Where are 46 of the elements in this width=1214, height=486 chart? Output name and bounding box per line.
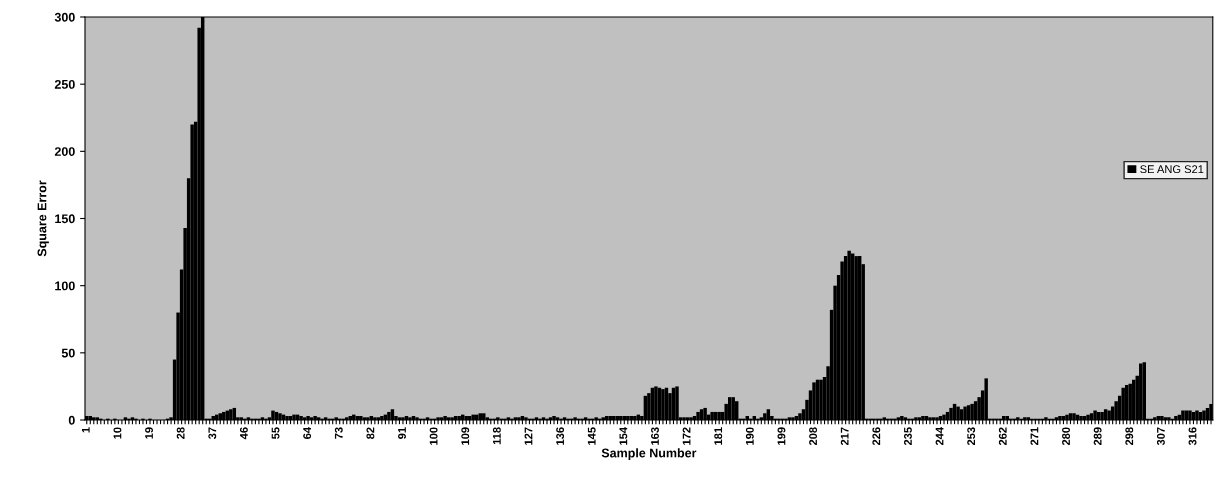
y-tick-label: 300 xyxy=(54,12,75,22)
x-tick-label: 37 xyxy=(208,427,217,440)
x-tick-label: 181 xyxy=(714,427,723,445)
x-tick-label: 64 xyxy=(303,427,312,439)
x-tick-label: 118 xyxy=(492,427,501,445)
x-axis-title: Sample Number xyxy=(601,448,697,460)
legend-label: SE ANG S21 xyxy=(1140,165,1204,174)
y-tick-label: 50 xyxy=(61,348,75,358)
x-tick-label: 28 xyxy=(176,427,185,439)
y-tick-label: 200 xyxy=(54,147,75,156)
x-tick-label: 10 xyxy=(113,427,122,439)
x-tick-label: 208 xyxy=(809,427,817,446)
x-tick-label: 316 xyxy=(1188,427,1197,446)
x-tick-label: 253 xyxy=(967,427,976,446)
x-tick-label: 1 xyxy=(81,427,90,433)
x-tick-label: 217 xyxy=(840,427,849,446)
x-tick-label: 82 xyxy=(366,427,375,439)
x-tick-label: 244 xyxy=(935,427,944,446)
x-tick-label: 172 xyxy=(682,427,691,445)
y-tick-label: 0 xyxy=(68,415,75,425)
y-axis-title: Square Error xyxy=(37,180,49,257)
x-tick-label: 298 xyxy=(1125,427,1134,446)
y-tick-label: 250 xyxy=(54,79,75,89)
x-tick-label: 19 xyxy=(145,427,153,439)
x-tick-label: 73 xyxy=(334,427,343,439)
x-tick-label: 280 xyxy=(1062,427,1070,446)
x-tick-label: 154 xyxy=(619,427,628,445)
x-tick-label: 145 xyxy=(587,427,596,445)
x-tick-label: 163 xyxy=(651,427,659,445)
x-tick-label: 262 xyxy=(998,427,1007,446)
x-tick-label: 136 xyxy=(556,427,565,445)
x-tick-label: 190 xyxy=(745,427,754,445)
x-tick-label: 289 xyxy=(1093,427,1102,446)
x-tick-label: 199 xyxy=(777,427,786,445)
x-tick-label: 271 xyxy=(1030,427,1039,446)
x-tick-label: 109 xyxy=(461,427,470,445)
x-tick-label: 46 xyxy=(239,427,248,440)
x-tick-label: 307 xyxy=(1156,427,1165,446)
y-tick-label: 150 xyxy=(55,214,75,224)
x-tick-label: 226 xyxy=(872,427,881,446)
x-tick-label: 91 xyxy=(398,427,406,439)
x-tick-label: 235 xyxy=(904,427,912,446)
x-tick-label: 55 xyxy=(271,427,280,439)
y-tick-label: 100 xyxy=(55,281,75,291)
x-tick-label: 100 xyxy=(429,427,438,445)
x-tick-label: 127 xyxy=(524,427,533,445)
